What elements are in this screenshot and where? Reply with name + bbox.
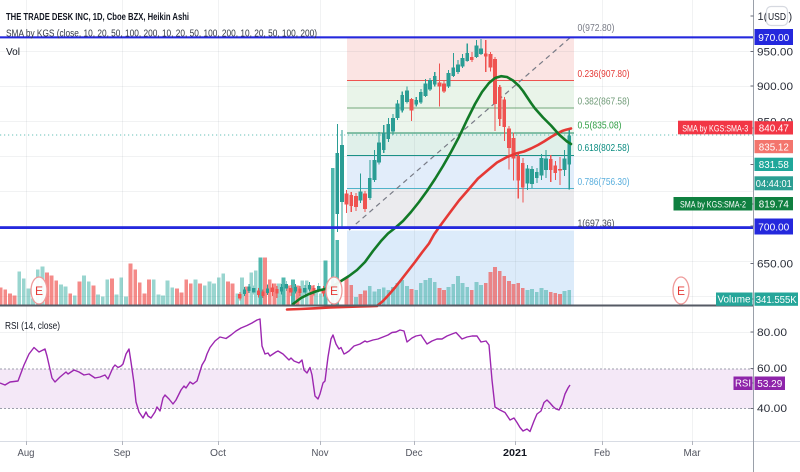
svg-text:RSI (14, close): RSI (14, close) <box>5 320 60 332</box>
svg-text:2021: 2021 <box>503 447 527 459</box>
svg-text:0.5(835.08): 0.5(835.08) <box>578 120 622 132</box>
svg-text:0.786(756.30): 0.786(756.30) <box>578 176 630 188</box>
svg-text:Volume: Volume <box>718 294 751 305</box>
svg-text:SMA by KGS (close, 10, 20, 50,: SMA by KGS (close, 10, 20, 50, 100, 200,… <box>6 29 317 40</box>
svg-text:831.58: 831.58 <box>759 159 789 171</box>
svg-text:0.618(802.58): 0.618(802.58) <box>578 142 630 154</box>
svg-text:0.236(907.80): 0.236(907.80) <box>578 68 630 80</box>
svg-text:RSI: RSI <box>735 379 751 390</box>
svg-text:0.382(867.58): 0.382(867.58) <box>578 96 630 108</box>
svg-text:80.00: 80.00 <box>757 327 787 339</box>
svg-text:1(: 1( <box>758 11 768 23</box>
svg-text:Dec: Dec <box>406 447 423 459</box>
svg-text:0(972.80): 0(972.80) <box>578 22 615 34</box>
svg-text:950.00: 950.00 <box>757 46 793 58</box>
svg-text:THE TRADE DESK INC, 1D, Cboe B: THE TRADE DESK INC, 1D, Cboe BZX, Heikin… <box>6 11 189 23</box>
svg-text:SMA by KGS:SMA-3: SMA by KGS:SMA-3 <box>682 123 748 134</box>
svg-text:E: E <box>35 284 43 298</box>
svg-text:SMA by KGS:SMA-2: SMA by KGS:SMA-2 <box>680 200 746 211</box>
svg-text:E: E <box>330 284 338 298</box>
svg-text:Feb: Feb <box>594 447 610 459</box>
svg-text:970.00: 970.00 <box>758 32 789 44</box>
svg-text:Vol: Vol <box>6 46 20 58</box>
svg-text:840.47: 840.47 <box>759 123 789 135</box>
svg-text:Mar: Mar <box>684 447 701 459</box>
svg-text:40.00: 40.00 <box>757 403 787 415</box>
svg-text:835.12: 835.12 <box>759 141 789 153</box>
svg-text:Sep: Sep <box>114 447 131 459</box>
svg-text:E: E <box>677 284 685 298</box>
svg-text:1(697.36): 1(697.36) <box>578 217 615 229</box>
svg-text:): ) <box>789 11 793 23</box>
svg-text:650.00: 650.00 <box>757 258 793 270</box>
svg-text:Aug: Aug <box>18 447 35 459</box>
svg-text:04:44:01: 04:44:01 <box>756 178 792 190</box>
svg-text:900.00: 900.00 <box>757 81 793 93</box>
svg-text:Oct: Oct <box>210 447 226 459</box>
svg-text:60.00: 60.00 <box>757 363 787 375</box>
svg-text:USD: USD <box>768 12 786 23</box>
svg-text:53.29: 53.29 <box>757 378 782 390</box>
svg-text:819.74: 819.74 <box>759 199 789 211</box>
svg-text:700.00: 700.00 <box>758 221 789 233</box>
svg-text:341.555K: 341.555K <box>756 294 797 306</box>
svg-text:Nov: Nov <box>312 447 330 459</box>
